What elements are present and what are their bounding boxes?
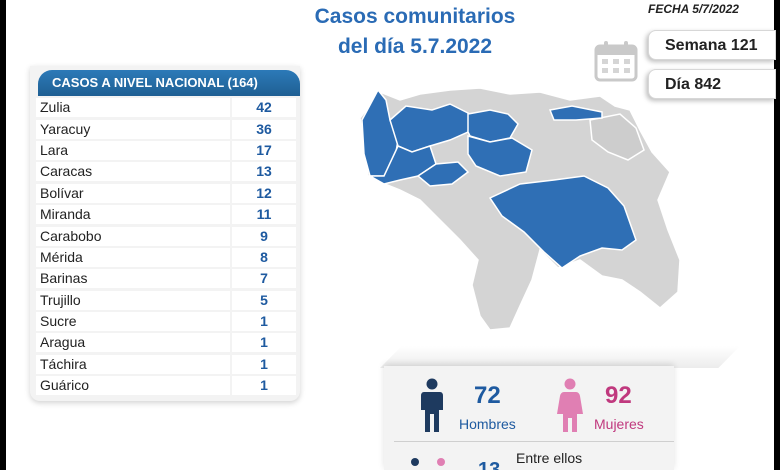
- case-count: 5: [232, 290, 296, 310]
- right-frame-bar: [774, 0, 780, 470]
- state-name: Zulia: [36, 98, 230, 118]
- table-row: Carabobo 9: [36, 225, 300, 246]
- state-name: Barinas: [36, 269, 230, 289]
- state-name: Miranda: [36, 205, 230, 225]
- state-name: Táchira: [36, 354, 230, 374]
- state-name: Bolívar: [36, 183, 230, 203]
- state-name: Aragua: [36, 333, 230, 353]
- state-name: Guárico: [36, 376, 230, 396]
- case-count: 1: [232, 354, 296, 374]
- table-row: Miranda 11: [36, 204, 300, 225]
- calendar-icon: [594, 41, 638, 82]
- state-name: Mérida: [36, 247, 230, 267]
- map-barinas: [416, 161, 470, 187]
- table-row: Barinas 7: [36, 268, 300, 289]
- woman-icon: [557, 378, 583, 432]
- case-count: 9: [232, 226, 296, 246]
- state-name: Carabobo: [36, 226, 230, 246]
- table-row: Caracas 13: [36, 161, 300, 182]
- table-row: Zulia 42: [36, 97, 300, 118]
- case-count: 42: [232, 98, 296, 118]
- map-bolivar: [488, 175, 637, 269]
- week-badge: Semana 121: [648, 30, 776, 60]
- table-row: Guárico 1: [36, 375, 300, 396]
- case-count: 11: [232, 205, 296, 225]
- state-name: Lara: [36, 140, 230, 160]
- map-guarico: [467, 135, 533, 177]
- page-title: Casos comunitarios del día 5.7.2022: [280, 2, 550, 62]
- male-count: 72: [474, 382, 501, 409]
- left-frame-bar: [0, 0, 6, 470]
- map-east-region: [589, 113, 645, 161]
- case-count: 13: [232, 162, 296, 182]
- case-count: 12: [232, 183, 296, 203]
- title-line-1: Casos comunitarios: [314, 5, 516, 28]
- table-row: Trujillo 5: [36, 290, 300, 311]
- child-girl-icon: [437, 458, 445, 466]
- case-count: 1: [232, 333, 296, 353]
- table-row: Sucre 1: [36, 311, 300, 332]
- case-count: 17: [232, 140, 296, 160]
- stats-top-bevel: [380, 346, 740, 368]
- table-row: Táchira 1: [36, 354, 300, 375]
- table-row: Aragua 1: [36, 332, 300, 353]
- case-count: 1: [232, 312, 296, 332]
- state-name: Caracas: [36, 162, 230, 182]
- day-badge: Día 842: [648, 69, 776, 99]
- case-count: 7: [232, 269, 296, 289]
- state-name: Sucre: [36, 312, 230, 332]
- map-sucre: [548, 105, 603, 121]
- state-name: Trujillo: [36, 290, 230, 310]
- cases-table-header: CASOS A NIVEL NACIONAL (164): [38, 70, 300, 96]
- female-label: Mujeres: [594, 416, 644, 432]
- stats-divider: [394, 441, 674, 442]
- cases-table: Zulia 42 Yaracuy 36 Lara 17 Caracas 13 Bolívar 12…: [36, 97, 300, 396]
- table-row: Yaracuy 36: [36, 118, 300, 139]
- state-name: Yaracuy: [36, 119, 230, 139]
- title-line-2: del día 5.7.2022: [337, 35, 493, 58]
- female-count: 92: [605, 382, 632, 409]
- case-count: 1: [232, 376, 296, 396]
- entre-ellos-label: Entre ellos: [516, 450, 583, 466]
- child-boy-icon: [411, 458, 419, 466]
- case-count: 36: [232, 119, 296, 139]
- children-count: 13: [478, 459, 501, 470]
- table-row: Mérida 8: [36, 247, 300, 268]
- male-label: Hombres: [459, 416, 516, 432]
- man-icon: [421, 378, 443, 432]
- venezuela-map: [359, 87, 681, 331]
- date-label: FECHA 5/7/2022: [648, 2, 739, 16]
- table-row: Lara 17: [36, 140, 300, 161]
- case-count: 8: [232, 247, 296, 267]
- table-row: Bolívar 12: [36, 183, 300, 204]
